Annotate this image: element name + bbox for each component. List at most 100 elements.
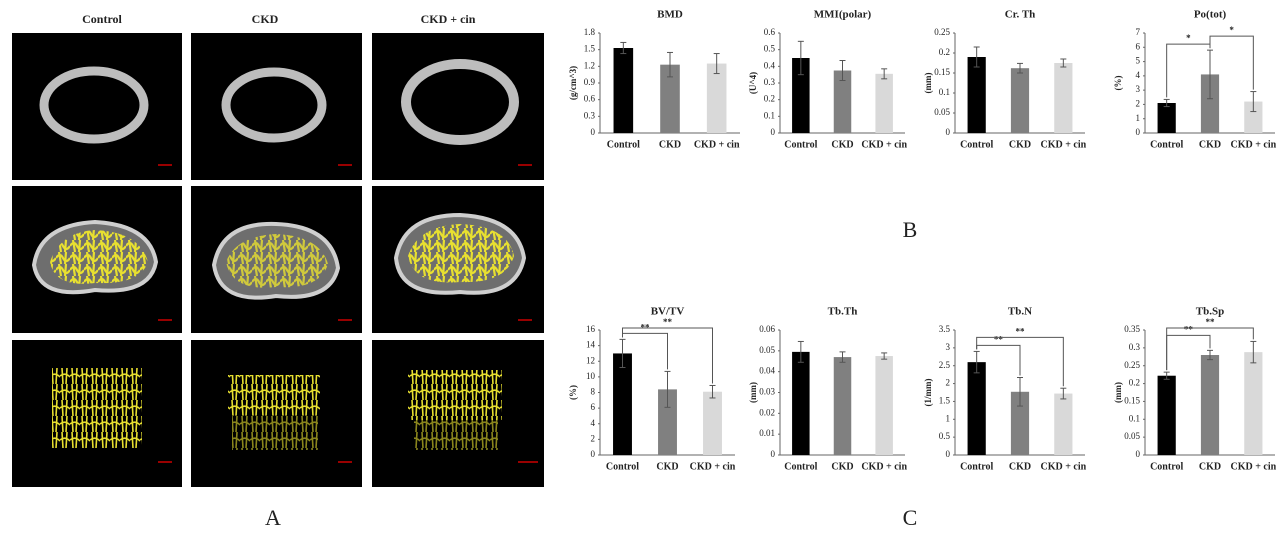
x-tick-label: Control [1150,139,1183,150]
panel-label: A [265,505,281,530]
y-tick-label: 2.5 [939,360,951,370]
y-tick-label: 7 [1136,27,1141,37]
chart-title: Tb.N [1008,306,1032,318]
significance-label: ** [994,334,1004,344]
panel-label: B [903,217,918,242]
y-tick-label: 0.2 [764,94,775,104]
significance-bracket [976,336,1064,387]
chart-title: Tb.Sp [1196,306,1224,318]
y-tick-label: 16 [586,324,596,334]
y-tick-label: 0.6 [584,94,596,104]
x-tick-label: CKD + cin [1040,139,1086,150]
y-tick-label: 0.9 [584,77,596,87]
y-tick-label: 12 [586,355,595,365]
x-tick-label: CKD [831,461,853,472]
y-tick-label: 0 [946,449,951,459]
y-tick-label: 1 [1136,113,1141,123]
y-tick-label: 0 [1136,449,1141,459]
y-tick-label: 0.3 [1129,342,1141,352]
chart-title: BMD [657,9,683,21]
bar [660,64,680,133]
y-tick-label: 3.5 [939,324,951,334]
chart-title: MMI(polar) [814,9,872,21]
x-tick-label: CKD [659,139,681,150]
bar [1244,101,1263,133]
y-tick-label: 0 [771,127,776,137]
bar [792,351,810,455]
bar [706,63,727,133]
y-tick-label: 0.03 [759,387,775,397]
bar [1200,74,1220,133]
y-tick-label: 0.3 [584,110,596,120]
y-tick-label: 6 [591,402,596,412]
x-tick-label: Control [960,139,993,150]
bar [1010,391,1030,455]
x-tick-label: Control [784,139,817,150]
y-tick-label: 0.5 [939,431,951,441]
panel-label: C [903,505,918,530]
column-header: Control [82,12,122,26]
significance-label: * [1229,25,1234,35]
y-tick-label: 0.1 [939,87,950,97]
bar [658,389,677,455]
significance-bracket [1209,35,1254,90]
y-tick-label: 14 [586,340,596,350]
y-axis-label: (%) [1113,76,1123,91]
y-tick-label: 0 [771,449,776,459]
y-axis-label: (mm) [748,382,758,403]
significance-label: ** [1184,324,1194,334]
bar [875,73,893,133]
significance-label: ** [1206,317,1216,327]
x-tick-label: CKD + cin [1230,139,1276,150]
bar [1054,63,1073,133]
y-tick-label: 5 [1136,56,1141,66]
y-axis-label: (1/mm) [923,379,933,407]
y-tick-label: 0.1 [1129,413,1140,423]
y-tick-label: 1.2 [584,60,595,70]
y-tick-label: 0.5 [764,44,776,54]
significance-label: ** [1016,326,1026,336]
y-tick-label: 3 [1136,84,1141,94]
x-tick-label: Control [606,461,639,472]
y-tick-label: 0.05 [934,107,950,117]
bar [967,362,986,455]
y-tick-label: 0 [591,127,596,137]
bar [1157,375,1176,455]
x-tick-label: CKD + cin [861,139,907,150]
x-tick-label: Control [607,139,640,150]
y-tick-label: 0.25 [934,27,950,37]
y-tick-label: 0.05 [759,345,775,355]
chart-title: Cr. Th [1005,9,1036,21]
y-tick-label: 0.4 [764,60,776,70]
panel-a: Control CKD CKD + cin [12,12,544,530]
y-tick-label: 0.1 [764,110,775,120]
x-tick-label: Control [784,461,817,472]
bar [1157,103,1176,133]
significance-bracket [622,327,713,384]
x-tick-label: CKD [1009,461,1031,472]
y-axis-label: (mm) [1113,382,1123,403]
chart-title: Tb.Th [828,306,858,318]
bar [613,353,632,455]
image-grid [12,33,544,487]
significance-bracket [1166,327,1254,371]
significance-label: * [1186,33,1191,43]
x-tick-label: CKD + cin [694,139,740,150]
y-tick-label: 4 [591,418,596,428]
y-tick-label: 0 [1136,127,1141,137]
significance-label: ** [663,317,673,327]
bar [833,70,852,133]
y-tick-label: 2 [1136,98,1141,108]
x-tick-label: CKD + cin [1040,461,1086,472]
y-tick-label: 1.5 [584,44,596,54]
bar [792,58,810,133]
y-tick-label: 0 [946,127,951,137]
x-tick-label: CKD + cin [1230,461,1276,472]
x-tick-label: CKD [1199,461,1221,472]
y-tick-label: 0.15 [934,67,950,77]
y-tick-label: 1.8 [584,27,596,37]
y-tick-label: 0 [591,449,596,459]
y-tick-label: 6 [1136,41,1141,51]
bar [833,357,852,455]
y-tick-label: 2 [946,378,951,388]
